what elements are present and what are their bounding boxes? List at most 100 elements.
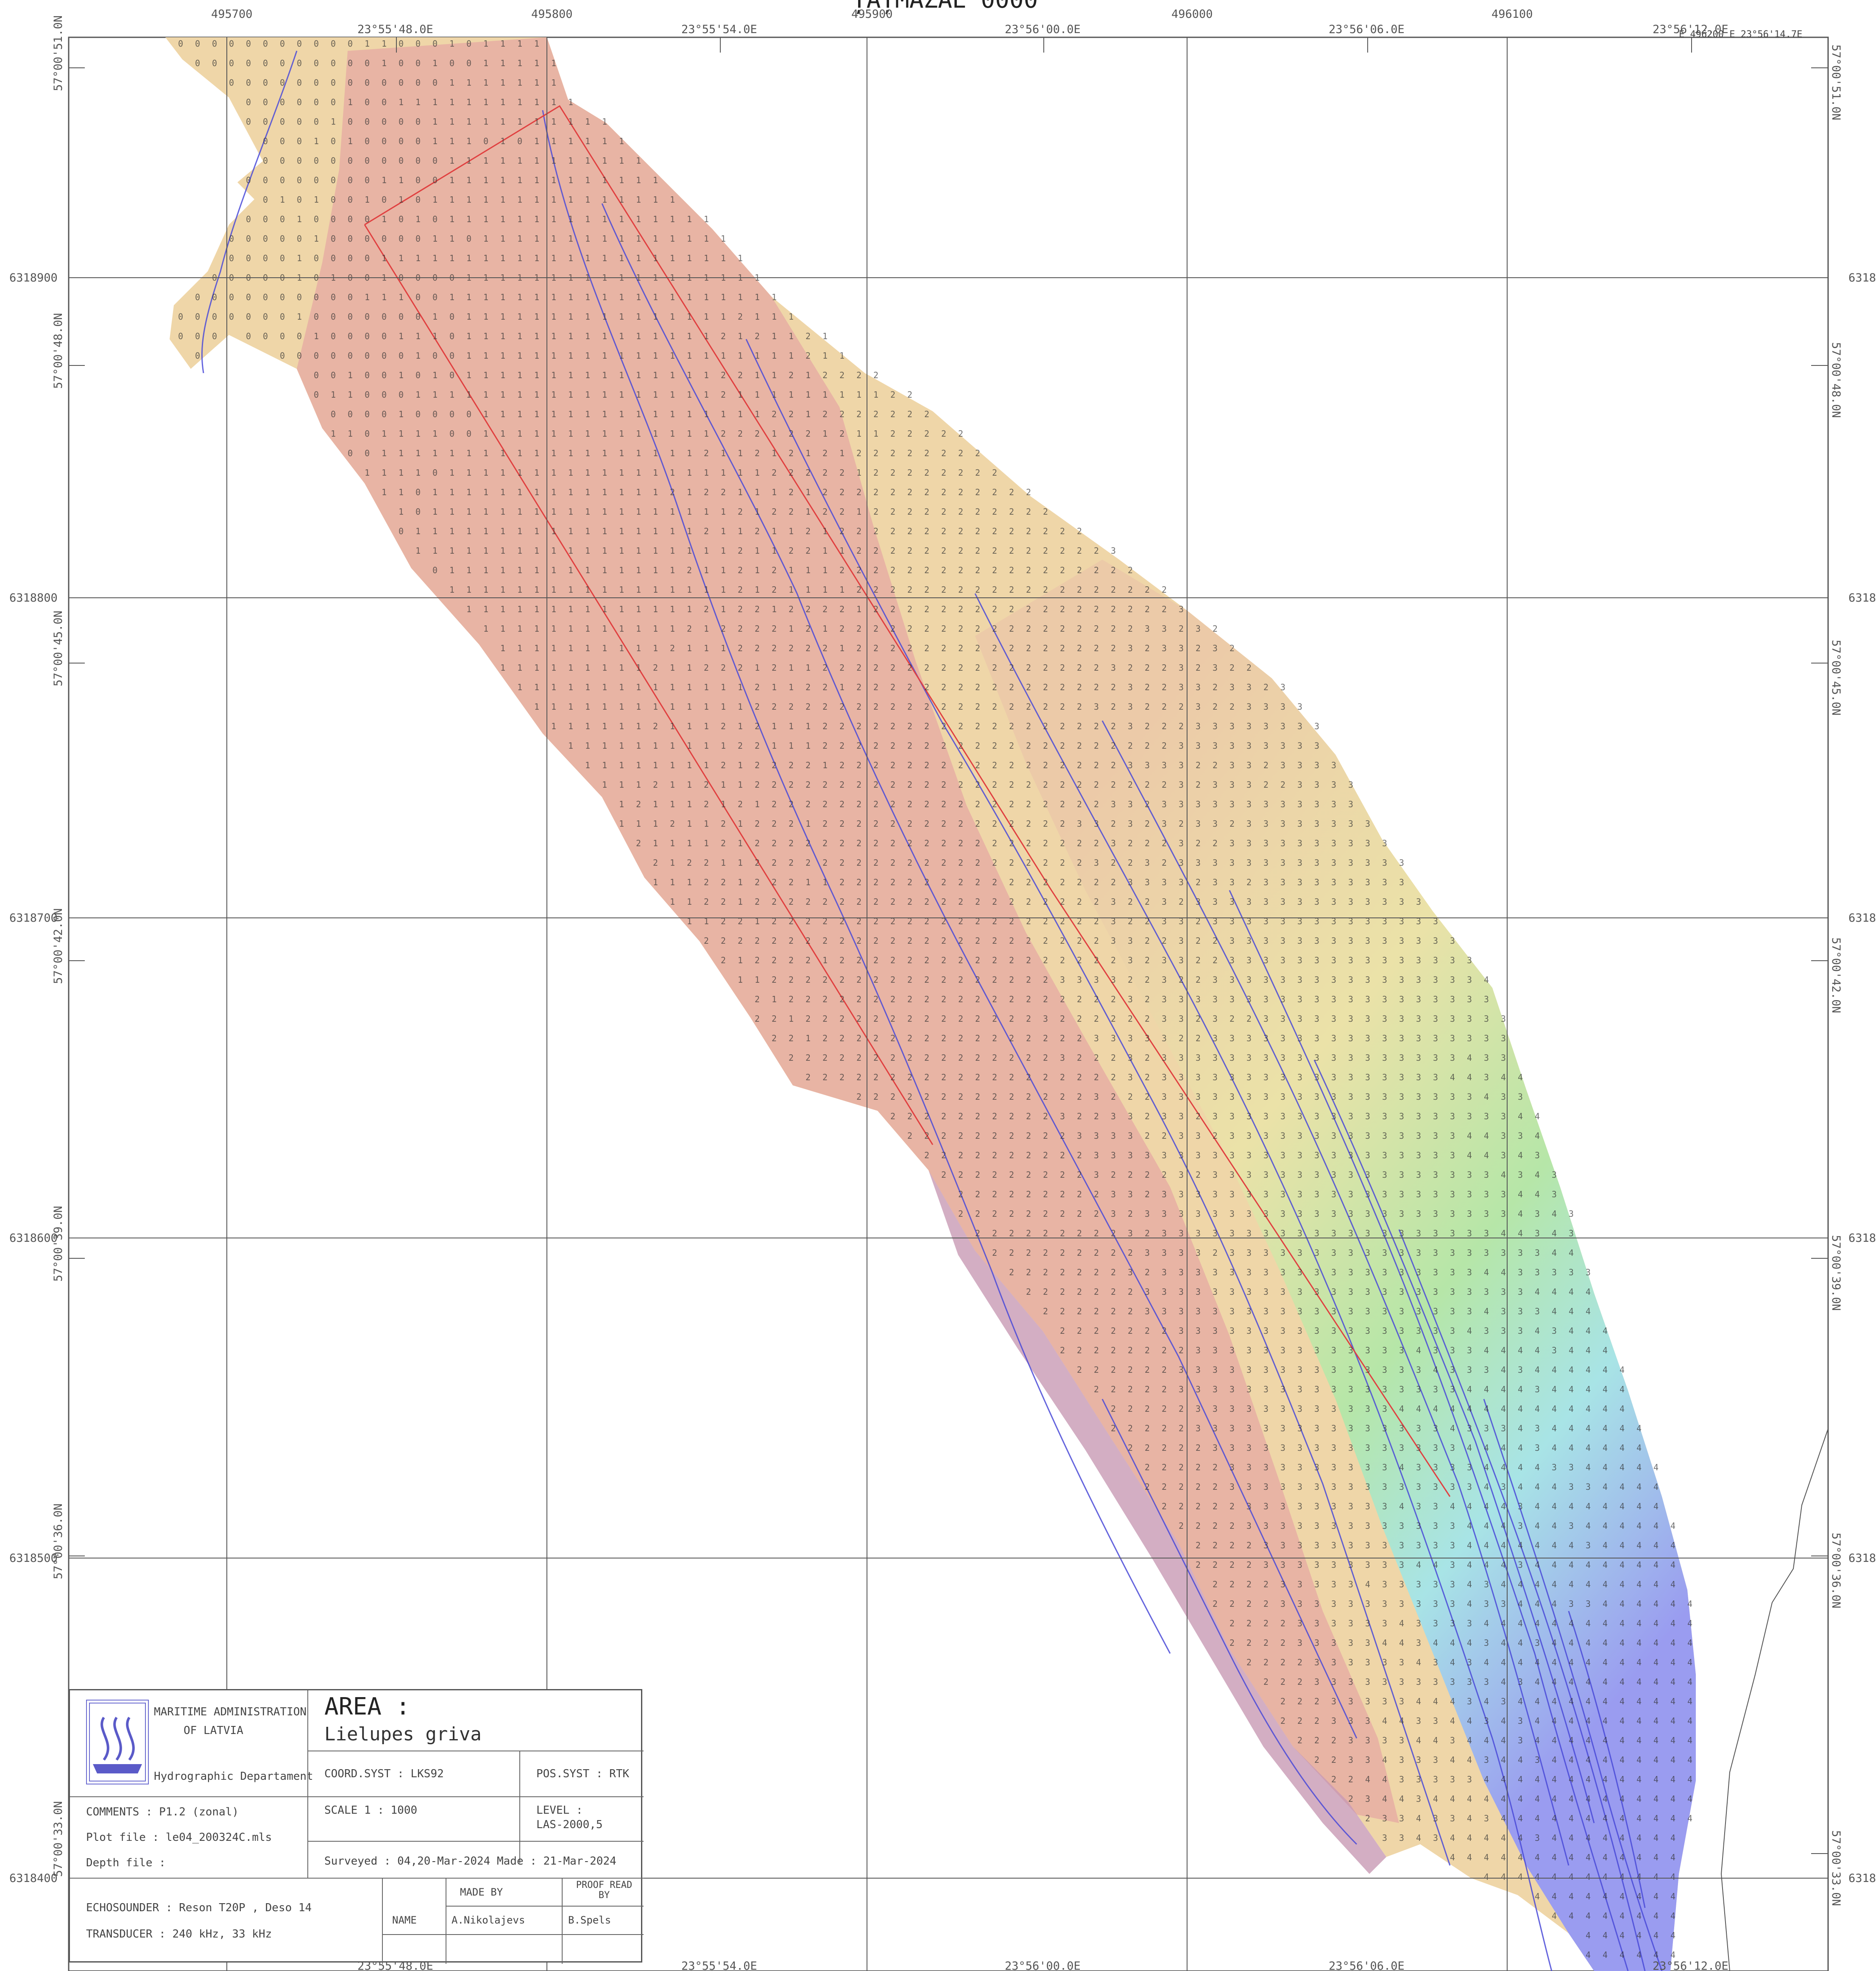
depth-sounding: 1 [653, 604, 658, 614]
depth-sounding: 4 [1501, 1384, 1506, 1394]
depth-sounding: 3 [1162, 877, 1167, 887]
depth-sounding: 2 [1246, 1540, 1252, 1550]
depth-sounding: 1 [534, 624, 539, 634]
depth-sounding: 2 [1280, 1696, 1285, 1706]
depth-sounding: 1 [619, 819, 624, 829]
depth-sounding: 1 [602, 409, 607, 419]
depth-sounding: 3 [1128, 1111, 1133, 1121]
depth-sounding: 2 [1111, 741, 1116, 751]
depth-sounding: 0 [365, 97, 370, 107]
depth-sounding: 3 [1399, 1365, 1404, 1375]
depth-sounding: 1 [449, 487, 454, 497]
depth-sounding: 0 [263, 156, 268, 166]
depth-sounding: 2 [1009, 643, 1014, 653]
depth-sounding: 3 [1213, 1072, 1218, 1082]
depth-sounding: 3 [1280, 994, 1285, 1004]
depth-sounding: 3 [1382, 1345, 1387, 1355]
depth-sounding: 3 [1094, 1131, 1099, 1141]
depth-sounding: 3 [1213, 1150, 1218, 1160]
depth-sounding: 1 [297, 312, 302, 322]
depth-sounding: 4 [1399, 1716, 1404, 1726]
depth-sounding: 1 [568, 448, 573, 458]
latitude-label: 57°00'51.0N [52, 15, 65, 91]
depth-sounding: 1 [449, 526, 454, 536]
depth-sounding: 3 [1535, 1755, 1540, 1765]
depth-sounding: 4 [1535, 1735, 1540, 1745]
depth-sounding: 4 [1653, 1560, 1659, 1570]
depth-sounding: 2 [1196, 916, 1201, 926]
depth-sounding: 1 [636, 195, 641, 205]
northing-label: 6318 [1848, 591, 1876, 605]
depth-sounding: 2 [1026, 624, 1031, 634]
depth-sounding: 1 [772, 351, 777, 361]
depth-sounding: 3 [1263, 1521, 1268, 1531]
depth-sounding: 1 [670, 195, 675, 205]
depth-sounding: 2 [873, 799, 878, 809]
depth-sounding: 2 [822, 1014, 828, 1024]
depth-sounding: 1 [602, 585, 607, 595]
depth-sounding: 3 [1433, 1755, 1438, 1765]
depth-sounding: 2 [755, 448, 760, 458]
depth-sounding: 2 [1077, 1053, 1082, 1063]
depth-sounding: 3 [1229, 1384, 1235, 1394]
depth-sounding: 2 [958, 1131, 963, 1141]
depth-sounding: 2 [873, 760, 878, 770]
depth-sounding: 1 [738, 526, 743, 536]
depth-sounding: 1 [670, 526, 675, 536]
depth-sounding: 4 [1603, 1462, 1608, 1472]
depth-sounding: 3 [1331, 799, 1336, 809]
depth-sounding: 0 [314, 39, 319, 49]
depth-sounding: 2 [721, 331, 726, 341]
depth-sounding: 2 [890, 546, 895, 556]
depth-sounding: 2 [873, 897, 878, 907]
depth-sounding: 3 [1314, 1072, 1319, 1082]
depth-sounding: 3 [1229, 1462, 1235, 1472]
depth-sounding: 2 [907, 604, 912, 614]
depth-sounding: 0 [415, 136, 421, 146]
depth-sounding: 1 [704, 585, 709, 595]
depth-sounding: 0 [432, 351, 438, 361]
depth-sounding: 3 [1518, 1287, 1523, 1297]
depth-sounding: 3 [1365, 955, 1370, 965]
depth-sounding: 4 [1653, 1677, 1659, 1687]
depth-sounding: 3 [1382, 1677, 1387, 1687]
depth-sounding: 1 [653, 799, 658, 809]
depth-sounding: 4 [1484, 1501, 1489, 1511]
depth-sounding: 1 [399, 370, 404, 380]
depth-sounding: 1 [432, 58, 438, 68]
depth-sounding: 2 [772, 624, 777, 634]
depth-sounding: 1 [517, 331, 522, 341]
depth-sounding: 1 [602, 702, 607, 712]
depth-sounding: 3 [1280, 1501, 1285, 1511]
depth-sounding: 0 [280, 97, 285, 107]
depth-sounding: 3 [1416, 1131, 1421, 1141]
depth-sounding: 2 [1128, 858, 1133, 868]
depth-sounding: 3 [1365, 1111, 1370, 1121]
depth-sounding: 1 [636, 234, 641, 244]
depth-sounding: 1 [551, 429, 556, 439]
depth-sounding: 1 [721, 468, 726, 478]
depth-sounding: 1 [585, 702, 590, 712]
left-northing-labels: 6318900 6318800 6318700 6318600 6318500 … [9, 271, 58, 1885]
depth-sounding: 3 [1331, 1287, 1336, 1297]
depth-sounding: 1 [348, 136, 353, 146]
depth-sounding: 1 [449, 507, 454, 517]
depth-sounding: 1 [636, 351, 641, 361]
depth-sounding: 1 [772, 390, 777, 400]
depth-sounding: 1 [687, 429, 692, 439]
depth-sounding: 3 [1229, 741, 1235, 751]
depth-sounding: 2 [890, 390, 895, 400]
depth-sounding: 1 [619, 565, 624, 575]
depth-sounding: 3 [1314, 1248, 1319, 1258]
depth-sounding: 4 [1603, 1404, 1608, 1414]
depth-sounding: 4 [1670, 1833, 1675, 1843]
depth-sounding: 3 [1416, 1111, 1421, 1121]
depth-sounding: 3 [1518, 1131, 1523, 1141]
depth-sounding: 2 [1229, 1014, 1235, 1024]
depth-sounding: 2 [1111, 1053, 1116, 1063]
depth-sounding: 0 [229, 312, 234, 322]
depth-sounding: 2 [1331, 1755, 1336, 1765]
depth-sounding: 1 [619, 409, 624, 419]
depth-sounding: 1 [483, 585, 488, 595]
depth-sounding: 1 [517, 292, 522, 302]
